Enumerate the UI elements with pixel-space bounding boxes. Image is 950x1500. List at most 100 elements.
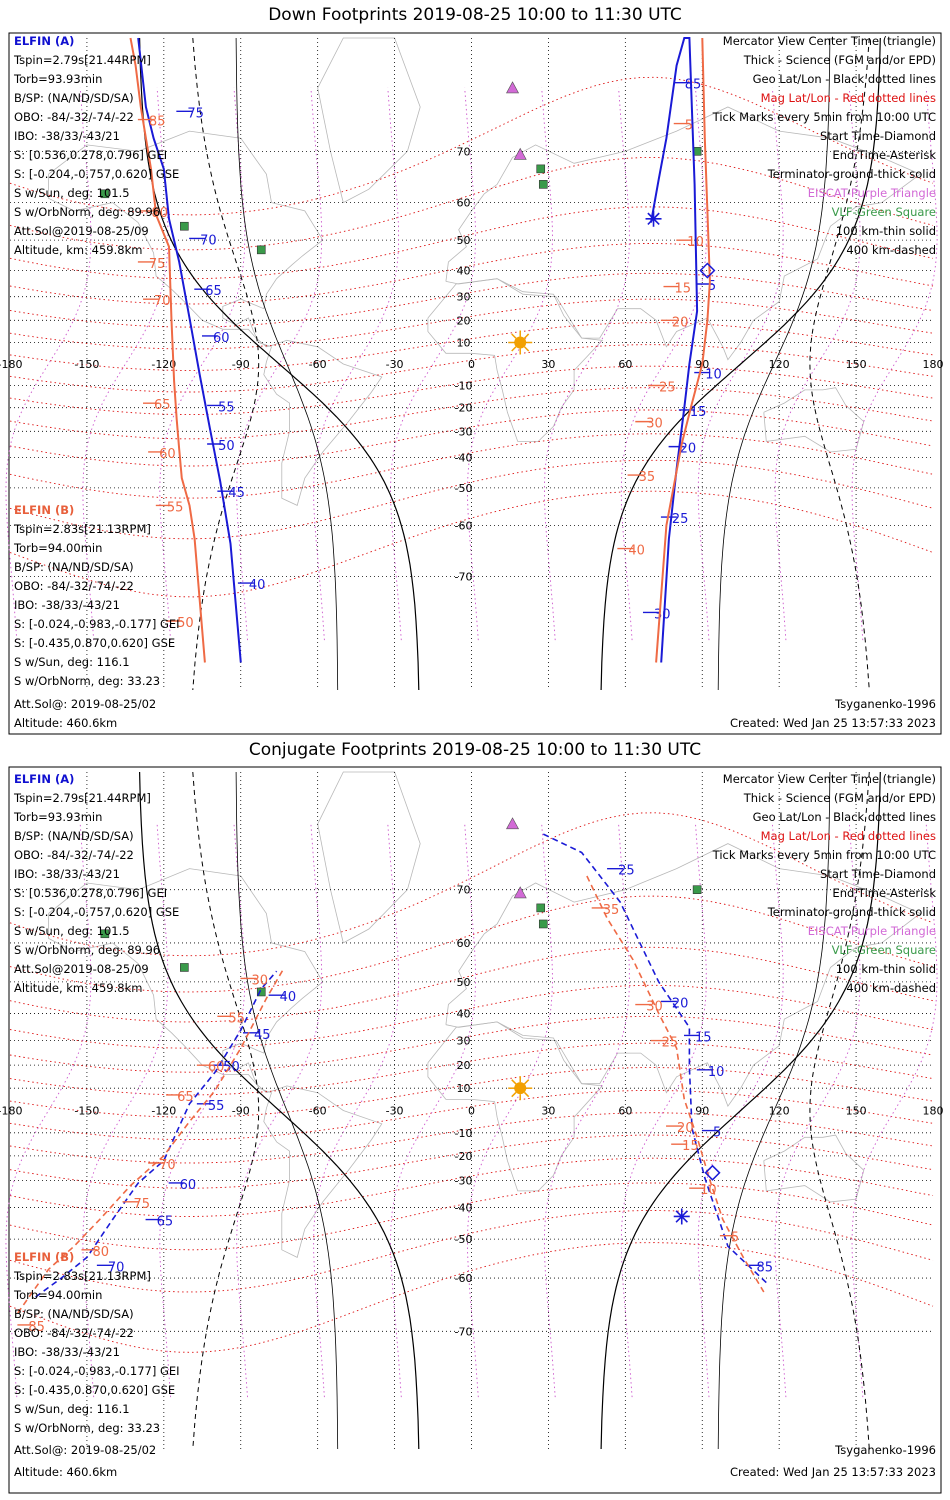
elfin-b-obo: OBO: -84/-32/-74/-22 <box>14 579 134 593</box>
x-tick-label: 60 <box>618 1105 632 1118</box>
legend-line-3: Geo Lat/Lon - Black dotted lines <box>752 72 936 86</box>
elfin-a-title: ELFIN (A) <box>14 34 75 48</box>
mag-parallel <box>9 1242 934 1353</box>
sun-disc <box>514 336 527 349</box>
elfin-a-s-gse: S: [-0.204,-0.757,0.620] GSE <box>14 905 180 919</box>
track-tick-label: 20 <box>677 1121 694 1136</box>
track-tick-label: 30 <box>646 417 663 432</box>
legend-line-12: 400 km-dashed <box>846 981 936 995</box>
vlf-square-icon <box>180 221 189 231</box>
track-tick-label: 10 <box>705 368 722 383</box>
elfin-a-bsp: B/SP: (NA/ND/SD/SA) <box>14 91 134 105</box>
elfin-b-s-gei: S: [-0.024,-0.983,-0.177] GEI <box>14 617 180 631</box>
eiscat-triangle-icon <box>506 817 520 830</box>
y-tick-label: -20 <box>455 402 473 415</box>
mag-parallel <box>9 76 934 216</box>
track-tick-label: 60 <box>213 331 230 346</box>
mag-parallel <box>9 1015 934 1073</box>
y-tick-label: -60 <box>455 519 473 532</box>
track-tick-label: 5 <box>731 1231 739 1246</box>
elfin-b-ibo: IBO: -38/33/-43/21 <box>14 1345 120 1359</box>
elfin-b-sun-angle: S w/Sun, deg: 116.1 <box>14 1402 130 1416</box>
elfin-b-attsol: Att.Sol@: 2019-08-25/02 <box>14 697 157 711</box>
mag-parallel <box>9 1067 934 1118</box>
track-tick-label: 70 <box>200 233 217 248</box>
track-tick-label: 75 <box>187 106 204 121</box>
legend-line-10: VLF-Green Square <box>831 943 936 957</box>
terminator-100km-east <box>717 771 831 1450</box>
x-tick-label: 180 <box>923 1105 944 1118</box>
vlf-square-icon <box>180 963 189 972</box>
elfin-b-torb: Torb=94.00min <box>14 541 103 555</box>
track-tick-label: 65 <box>177 1090 194 1105</box>
track-line <box>655 37 711 663</box>
track-tick-label: 50 <box>177 616 194 631</box>
legend-line-4: Mag Lat/Lon - Red dotted lines <box>760 91 936 105</box>
legend-line-3: Geo Lat/Lon - Black dotted lines <box>752 810 936 824</box>
legend-line-5: Tick Marks every 5min from 10:00 UTC <box>712 110 936 124</box>
elfin-b-s-gse: S: [-0.435,0.870,0.620] GSE <box>14 636 176 650</box>
elfin-b-tspin: Tspin=2.83s[21.13RPM] <box>14 522 151 536</box>
footer-model: Tsyganenko-1996 <box>835 697 936 711</box>
track-tick-label: 30 <box>251 973 268 988</box>
vlf-square-icon <box>538 180 548 189</box>
end-asterisk-icon <box>645 210 662 227</box>
y-tick-label: 40 <box>457 1007 471 1020</box>
x-tick-label: -150 <box>74 1105 99 1118</box>
track-tick-label: 55 <box>228 1011 245 1026</box>
track-tick-label: 60 <box>159 447 176 462</box>
vlf-square-icon <box>256 245 266 255</box>
coastline-1 <box>445 106 921 361</box>
track-tick-label: 55 <box>167 500 184 515</box>
x-tick-label: -180 <box>0 1105 22 1118</box>
legend-line-12: 400 km-dashed <box>846 243 936 257</box>
y-tick-label: -70 <box>455 1325 473 1338</box>
elfin-a-torb: Torb=93.93min <box>14 810 103 824</box>
x-tick-label: -30 <box>386 1105 404 1118</box>
eiscat-triangle-icon <box>513 147 527 160</box>
x-tick-label: -180 <box>0 358 22 371</box>
x-tick-label: -30 <box>386 358 404 371</box>
elfin-a-attsol: Att.Sol@2019-08-25/09 <box>14 224 149 238</box>
y-tick-label: 50 <box>457 976 471 989</box>
track-tick-label: 60 <box>208 1060 225 1075</box>
sun-ray <box>523 346 530 352</box>
y-tick-label: 70 <box>457 145 471 158</box>
x-tick-label: 150 <box>846 1105 867 1118</box>
elfin-a-obo: OBO: -84/-32/-74/-22 <box>14 110 134 124</box>
mag-parallel <box>9 272 934 328</box>
elfin-b-sun-angle: S w/Sun, deg: 116.1 <box>14 655 130 669</box>
x-tick-label: 0 <box>468 358 475 371</box>
terminator-400km-east <box>809 771 870 1450</box>
y-tick-label: -30 <box>455 425 473 438</box>
track-tick-label: 50 <box>218 439 235 454</box>
track-tick-label: 35 <box>639 470 656 485</box>
track-tick-label: 5 <box>713 1126 721 1141</box>
elfin-b-title: ELFIN (B) <box>14 1250 75 1264</box>
coastline-3 <box>763 1134 865 1203</box>
elfin-a-s-gei: S: [0.536,0.278,0.796] GEI <box>14 886 168 900</box>
y-tick-label: 20 <box>457 1059 471 1072</box>
mag-parallel <box>9 1112 934 1164</box>
legend-line-2: Thick - Science (FGM and/or EPD) <box>743 791 936 805</box>
coastline-1 <box>445 843 921 1107</box>
terminator-ground-east <box>600 37 881 691</box>
x-tick-label: -60 <box>309 358 327 371</box>
elfin-a-torb: Torb=93.93min <box>14 72 103 86</box>
asterisk-stroke <box>675 1210 688 1223</box>
y-tick-label: 30 <box>457 291 471 304</box>
track-tick-label: 5 <box>685 119 693 134</box>
legend-line-1: Mercator View Center Time (triangle) <box>722 772 936 786</box>
x-tick-label: 30 <box>541 1105 555 1118</box>
footer-created: Created: Wed Jan 25 13:57:33 2023 <box>729 1465 936 1479</box>
elfin-b-title: ELFIN (B) <box>14 503 75 517</box>
x-tick-label: 90 <box>695 1105 709 1118</box>
legend-line-9: EISCAT-Purple Triangle <box>807 186 936 200</box>
legend-line-1: Mercator View Center Time (triangle) <box>722 34 936 48</box>
elfin-b-orbnorm: S w/OrbNorm, deg: 33.23 <box>14 674 161 688</box>
vlf-square-icon <box>256 987 266 997</box>
sun-icon <box>508 1076 533 1101</box>
y-tick-label: -20 <box>455 1150 473 1163</box>
track-tick-label: 80 <box>92 1245 109 1260</box>
y-tick-label: -50 <box>455 1233 473 1246</box>
